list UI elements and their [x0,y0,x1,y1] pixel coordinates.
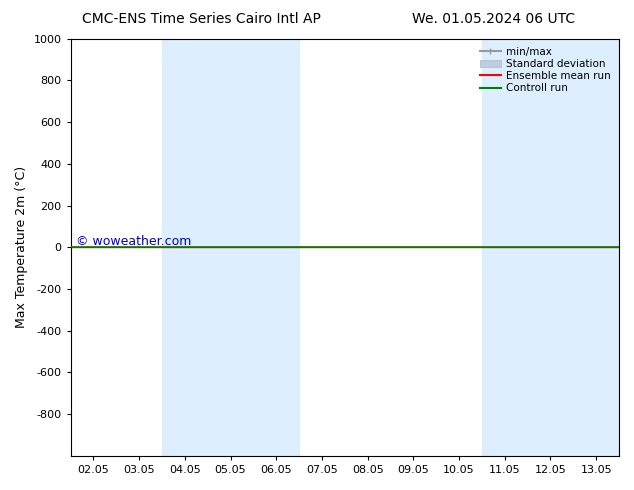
Y-axis label: Max Temperature 2m (°C): Max Temperature 2m (°C) [15,166,28,328]
Text: CMC-ENS Time Series Cairo Intl AP: CMC-ENS Time Series Cairo Intl AP [82,12,321,26]
Bar [162,39,299,456]
Bar [482,39,619,456]
Legend: min/max, Standard deviation, Ensemble mean run, Controll run: min/max, Standard deviation, Ensemble me… [477,44,614,97]
Text: We. 01.05.2024 06 UTC: We. 01.05.2024 06 UTC [412,12,575,26]
Text: © woweather.com: © woweather.com [76,235,191,248]
